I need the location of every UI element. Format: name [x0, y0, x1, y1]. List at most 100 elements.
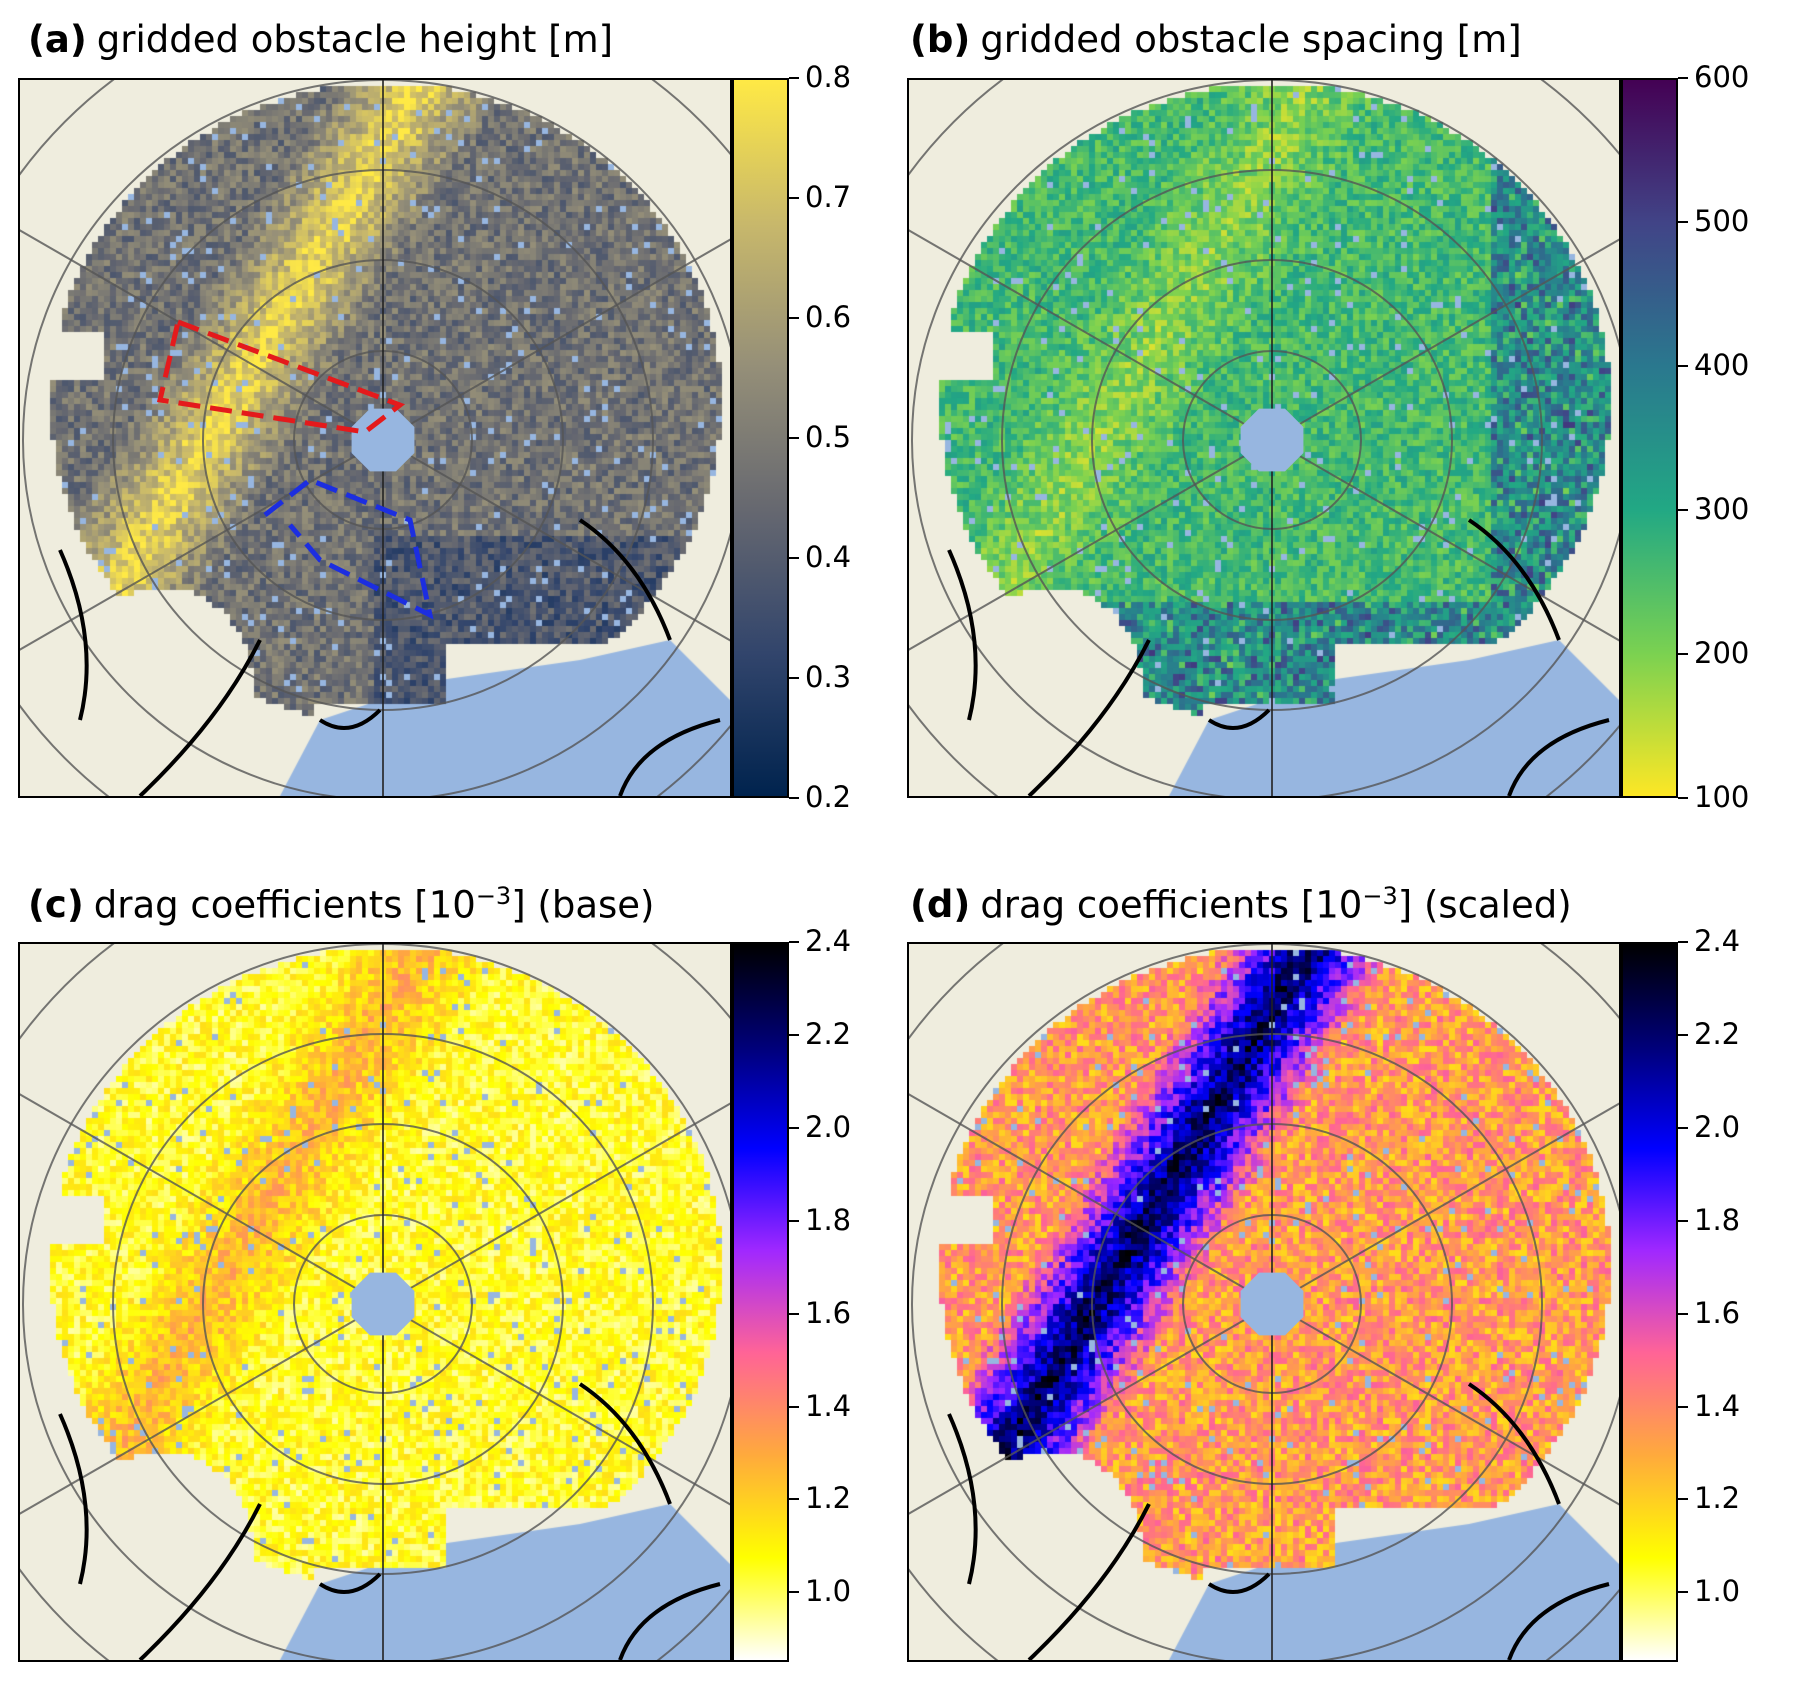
title-text: drag coefficients [10: [93, 883, 476, 927]
colorbar-tick-label: 1.0: [805, 1574, 852, 1609]
colorbar-tick-mark: [789, 1498, 799, 1501]
colorbar-tick-label: 2.4: [1694, 924, 1741, 958]
colorbar-tick-mark: [789, 197, 799, 199]
colorbar-tick-label: 1.2: [1694, 1481, 1741, 1516]
colorbar-tick-mark: [789, 77, 799, 79]
latitude-circle: [911, 944, 1619, 1660]
graticule: [909, 944, 1619, 1660]
colorbar-tick-label: 0.3: [805, 660, 852, 694]
colorbar-tick-mark: [789, 941, 799, 943]
title-end: ] (base): [511, 883, 655, 927]
colorbar-tick-mark: [1678, 797, 1688, 799]
meridian-line: [1271, 238, 1619, 441]
meridian-line: [909, 439, 1273, 651]
colorbar: [732, 78, 789, 798]
title-superscript: −3: [1362, 882, 1398, 910]
coastline: [947, 518, 1610, 796]
colorbar-tick-mark: [1678, 509, 1688, 511]
pole-hole: [1240, 1272, 1304, 1336]
colorbar-tick-mark: [1678, 1405, 1688, 1408]
title-text: gridded obstacle spacing [m]: [980, 18, 1522, 61]
colorbar-tick-label: 100: [1694, 780, 1750, 814]
colorbar-tick-mark: [789, 1126, 799, 1129]
colorbar-tick-mark: [789, 557, 799, 559]
meridian-line: [909, 1093, 1273, 1305]
colorbar: [732, 942, 789, 1662]
colorbar-tick-label: 200: [1694, 636, 1750, 670]
latitude-circle: [22, 944, 730, 1660]
latitude-circle: [911, 80, 1619, 796]
meridian-line: [909, 229, 1273, 441]
meridian-line: [20, 1303, 384, 1515]
red-dashed-region: [156, 319, 406, 435]
colorbar: [1621, 78, 1678, 798]
map-panel: [18, 942, 732, 1662]
colorbar-tick-label: 1.0: [1694, 1574, 1741, 1609]
panel-label: (b): [910, 18, 971, 61]
pole-hole: [1240, 408, 1304, 472]
title-text: gridded obstacle height [m]: [96, 18, 614, 61]
colorbar-tick-mark: [1678, 77, 1688, 79]
map-panel: [907, 78, 1621, 798]
colorbar-tick-mark: [789, 1312, 799, 1315]
colorbar-tick-label: 0.6: [805, 300, 852, 334]
latitude-circle: [22, 80, 730, 796]
title-superscript: −3: [475, 882, 512, 910]
colorbar-tick-label: 500: [1694, 204, 1750, 238]
colorbar-tick-label: 2.0: [805, 1109, 852, 1144]
coastline: [58, 518, 721, 796]
colorbar-tick-label: 1.2: [805, 1481, 852, 1516]
panel-label: (c): [28, 883, 84, 927]
meridian-line: [1271, 1102, 1619, 1305]
title-end: ] (scaled): [1397, 883, 1572, 927]
colorbar-tick-mark: [789, 1033, 799, 1036]
panel-title: (d) drag coefficients [10−3] (scaled): [910, 882, 1572, 926]
colorbar-tick-mark: [1678, 941, 1688, 943]
colorbar-tick-mark: [789, 1591, 799, 1594]
meridian-line: [20, 439, 384, 651]
colorbar-tick-mark: [1678, 1312, 1688, 1315]
panel-label: (d): [910, 883, 971, 927]
meridian-line: [20, 1093, 384, 1305]
panel-title: (b) gridded obstacle spacing [m]: [910, 18, 1522, 61]
colorbar-tick-label: 0.8: [805, 60, 852, 94]
pole-hole: [351, 1272, 415, 1336]
colorbar-tick-label: 1.8: [805, 1202, 852, 1237]
meridian-line: [382, 439, 730, 642]
panel-label: (a): [28, 18, 87, 61]
colorbar-tick-label: 1.6: [805, 1295, 852, 1330]
colorbar-tick-mark: [789, 797, 799, 799]
colorbar-tick-mark: [1678, 1033, 1688, 1036]
colorbar-tick-mark: [789, 677, 799, 679]
colorbar-tick-mark: [1678, 1498, 1688, 1501]
graticule: [20, 944, 730, 1660]
pole-hole: [351, 408, 415, 472]
panel-title: (a) gridded obstacle height [m]: [28, 18, 613, 61]
meridian-line: [20, 229, 384, 441]
colorbar-tick-mark: [789, 317, 799, 319]
colorbar-tick-label: 2.0: [1694, 1109, 1741, 1144]
colorbar-tick-mark: [1678, 1591, 1688, 1594]
meridian-line: [1271, 439, 1619, 642]
meridian-line: [1271, 1303, 1619, 1506]
meridian-line: [382, 238, 730, 441]
meridian-line: [382, 1102, 730, 1305]
colorbar-tick-label: 400: [1694, 348, 1750, 382]
colorbar-tick-mark: [1678, 221, 1688, 223]
meridian-line: [909, 1303, 1273, 1515]
colorbar-tick-mark: [1678, 1126, 1688, 1129]
colorbar-tick-label: 1.4: [1694, 1388, 1741, 1423]
colorbar-tick-label: 0.4: [805, 540, 852, 574]
map-panel: [907, 942, 1621, 1662]
colorbar-tick-label: 1.6: [1694, 1295, 1741, 1330]
colorbar-tick-mark: [1678, 1219, 1688, 1222]
colorbar-tick-label: 2.2: [805, 1016, 852, 1051]
colorbar-tick-label: 300: [1694, 492, 1750, 526]
colorbar-tick-label: 2.2: [1694, 1016, 1741, 1051]
colorbar-tick-mark: [1678, 653, 1688, 655]
colorbar: [1621, 942, 1678, 1662]
colorbar-tick-label: 600: [1694, 60, 1750, 94]
blue-dashed-region: [263, 477, 434, 620]
map-panel: [18, 78, 732, 798]
